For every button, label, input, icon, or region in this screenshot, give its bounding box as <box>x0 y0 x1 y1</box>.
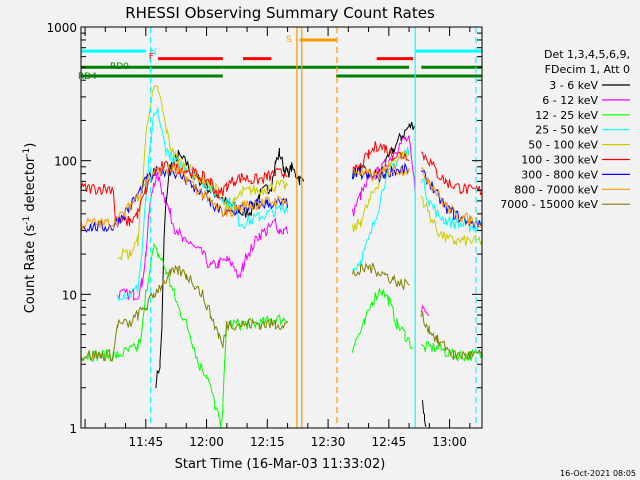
plot-clipped <box>81 27 482 428</box>
x-tick-label-2: 12:15 <box>250 435 285 449</box>
legend-label-7: 800 - 7000 keV <box>514 183 598 196</box>
legend-label-8: 7000 - 15000 keV <box>500 198 598 211</box>
series-line-1 <box>117 135 430 316</box>
legend: Det 1,3,4,5,6,9, FDecim 1, Att 0 3 - 6 keV… <box>500 48 630 211</box>
y-axis-label: Count Rate (s-1 detector-1) <box>22 143 38 314</box>
state-label-rd4: RD4 <box>78 72 97 82</box>
state-label-n: N <box>150 48 157 58</box>
state-label-rd0: RD0 <box>110 62 129 72</box>
x-tick-label-0: 11:45 <box>129 435 164 449</box>
y-label-part-3: ) <box>23 143 38 148</box>
series-line-8 <box>81 262 482 362</box>
legend-label-2: 12 - 25 keV <box>535 109 598 122</box>
y-label-part-2: detector <box>23 156 38 216</box>
legend-label-1: 6 - 12 keV <box>542 94 598 107</box>
series-line-7 <box>81 163 482 231</box>
legend-label-6: 300 - 800 keV <box>521 168 598 181</box>
y-tick-label-3: 1000 <box>46 21 77 35</box>
legend-label-3: 25 - 50 keV <box>535 124 598 137</box>
x-tick-label-5: 13:00 <box>432 435 467 449</box>
y-label-sup-2: -1 <box>22 148 32 157</box>
y-tick-label-1: 10 <box>62 288 77 302</box>
legend-label-5: 100 - 300 keV <box>521 154 598 167</box>
plot-frame <box>80 26 483 429</box>
x-tick-label-1: 12:00 <box>189 435 224 449</box>
footer-timestamp: 16-Oct-2021 08:05 <box>560 469 636 478</box>
state-label-f: F <box>149 53 154 63</box>
legend-header-1: FDecim 1, Att 0 <box>545 63 630 76</box>
state-label-s: S <box>286 35 292 45</box>
chart-title: RHESSI Observing Summary Count Rates <box>125 4 435 22</box>
y-tick-label-2: 100 <box>54 155 77 169</box>
legend-header-0: Det 1,3,4,5,6,9, <box>544 48 630 61</box>
x-tick-label-3: 12:30 <box>311 435 346 449</box>
plot-area: NF S RD0 RD4 11:45 12:00 12:15 12:30 12:45 13:00 1… <box>46 21 483 449</box>
y-label-sup-1: -1 <box>22 216 32 225</box>
y-tick-label-0: 1 <box>69 422 77 436</box>
x-axis-label: Start Time (16-Mar-03 11:33:02) <box>175 457 386 472</box>
legend-label-0: 3 - 6 keV <box>549 79 598 92</box>
legend-label-4: 50 - 100 keV <box>528 139 598 152</box>
x-tick-label-4: 12:45 <box>372 435 407 449</box>
y-label-part-1: Count Rate (s <box>23 225 38 314</box>
